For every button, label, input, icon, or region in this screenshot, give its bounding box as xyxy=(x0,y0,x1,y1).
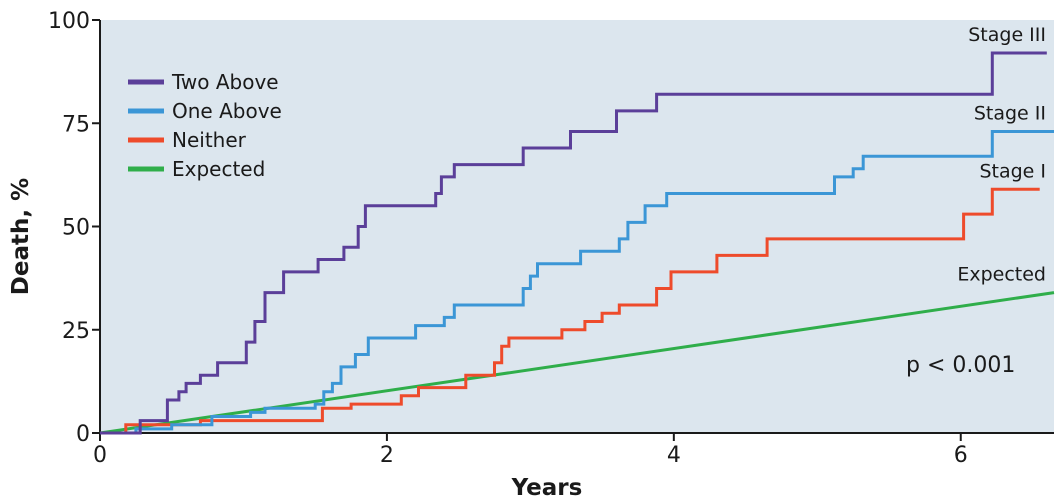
series-lines xyxy=(99,51,1055,435)
series-line-neither xyxy=(100,187,1040,435)
x-tick-label: 6 xyxy=(954,443,968,468)
x-axis-title: Years xyxy=(511,475,583,499)
legend-label: Two Above xyxy=(171,70,279,94)
end-labels: Stage III Stage II Stage I Expected xyxy=(957,24,1046,286)
series-line-one-above xyxy=(100,130,1054,435)
x-tick-label: 2 xyxy=(380,443,394,468)
legend-label: Expected xyxy=(172,157,265,181)
x-tick-label: 0 xyxy=(93,443,107,468)
series-line-two-above xyxy=(100,51,1047,435)
end-label-two-above: Stage III xyxy=(968,24,1046,46)
y-axis-title: Death, % xyxy=(8,178,34,295)
end-label-neither: Stage I xyxy=(979,160,1046,182)
y-tick-label: 0 xyxy=(76,422,90,447)
y-tick-label: 75 xyxy=(62,112,90,137)
legend: Two Above One Above Neither Expected xyxy=(128,70,282,181)
legend-label: Neither xyxy=(172,128,247,152)
y-tick-label: 25 xyxy=(62,319,90,344)
y-axis: 0 25 50 75 100 xyxy=(48,9,101,447)
p-value-annotation: p < 0.001 xyxy=(906,353,1015,378)
end-label-expected: Expected xyxy=(957,264,1046,286)
end-label-one-above: Stage II xyxy=(974,103,1046,125)
series-line-expected xyxy=(99,291,1055,435)
y-tick-label: 100 xyxy=(48,9,90,34)
x-axis: 0 2 4 6 xyxy=(93,432,1054,468)
y-tick-label: 50 xyxy=(62,216,90,241)
legend-label: One Above xyxy=(172,99,282,123)
x-tick-label: 4 xyxy=(667,443,681,468)
